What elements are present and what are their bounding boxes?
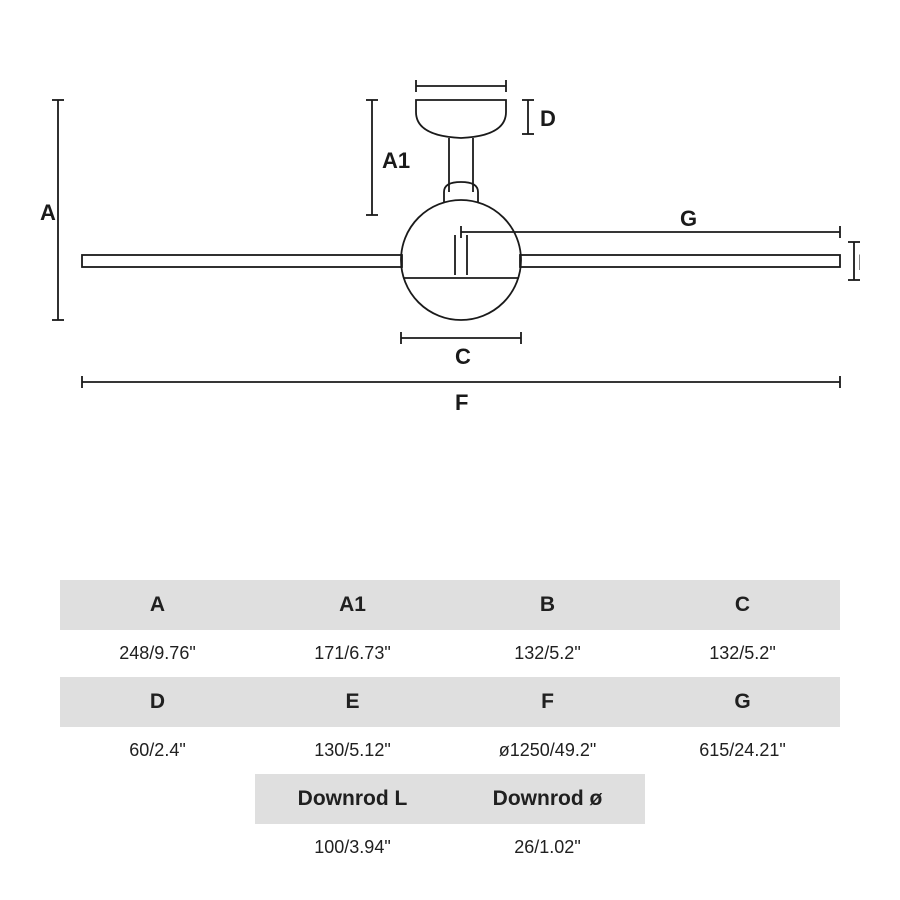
label-d: D	[540, 106, 556, 131]
table-row: D E F G	[60, 677, 840, 727]
table-header: D	[60, 677, 255, 727]
table-header: Downrod ø	[450, 774, 645, 824]
label-a: A	[40, 200, 56, 225]
table-value: ø1250/49.2"	[450, 727, 645, 774]
canopy-shape	[416, 100, 506, 138]
technical-diagram: A A1 E D G B C F	[40, 80, 860, 460]
table-row: Downrod L Downrod ø	[60, 774, 840, 824]
motor-hub	[401, 200, 521, 320]
table-value: 130/5.12"	[255, 727, 450, 774]
table-header: Downrod L	[255, 774, 450, 824]
table-value: 132/5.2"	[645, 630, 840, 677]
table-value: 615/24.21"	[645, 727, 840, 774]
table-row: 248/9.76" 171/6.73" 132/5.2" 132/5.2"	[60, 630, 840, 677]
table-header: G	[645, 677, 840, 727]
table-header: A1	[255, 580, 450, 630]
table-value: 248/9.76"	[60, 630, 255, 677]
label-g: G	[680, 206, 697, 231]
table-header: E	[255, 677, 450, 727]
dimensions-table: A A1 B C 248/9.76" 171/6.73" 132/5.2" 13…	[60, 580, 840, 871]
table-row: A A1 B C	[60, 580, 840, 630]
table-value: 132/5.2"	[450, 630, 645, 677]
blade-right	[520, 255, 840, 267]
table-header: F	[450, 677, 645, 727]
table-value: 171/6.73"	[255, 630, 450, 677]
table-row: 100/3.94" 26/1.02"	[60, 824, 840, 871]
table-header: A	[60, 580, 255, 630]
label-f: F	[455, 390, 468, 415]
table-value: 60/2.4"	[60, 727, 255, 774]
table-header: B	[450, 580, 645, 630]
label-b: B	[858, 250, 860, 275]
table-value: 26/1.02"	[450, 824, 645, 871]
fan-diagram-svg: A A1 E D G B C F	[40, 80, 860, 460]
label-c: C	[455, 344, 471, 369]
table-row: 60/2.4" 130/5.12" ø1250/49.2" 615/24.21"	[60, 727, 840, 774]
label-e: E	[454, 80, 469, 81]
table-value: 100/3.94"	[255, 824, 450, 871]
blade-left	[82, 255, 402, 267]
table-header: C	[645, 580, 840, 630]
label-a1: A1	[382, 148, 410, 173]
